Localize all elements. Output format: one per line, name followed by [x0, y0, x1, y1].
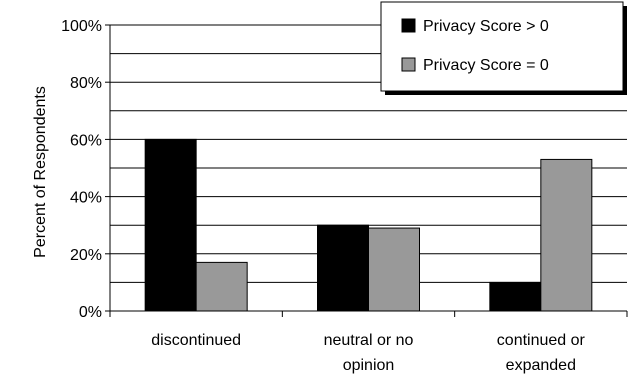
x-category-label: expanded	[506, 357, 576, 374]
y-tick-label: 100%	[61, 18, 102, 35]
x-category-label: opinion	[343, 357, 395, 374]
y-tick-label: 40%	[70, 190, 102, 207]
legend-label: Privacy Score > 0	[423, 18, 549, 35]
x-category-label: discontinued	[151, 332, 241, 349]
bar-privacy-score-gt-0	[144, 138, 197, 312]
axes	[109, 25, 627, 312]
y-tick-label: 0%	[79, 304, 102, 321]
legend-label: Privacy Score = 0	[423, 57, 549, 74]
legend: Privacy Score > 0 Privacy Score = 0	[380, 1, 627, 95]
legend-swatch	[401, 57, 416, 72]
y-ticks: 0% 20% 40% 60% 80% 100%	[61, 18, 110, 321]
bar-privacy-score-eq-0	[368, 227, 420, 312]
bar-privacy-score-gt-0	[317, 224, 369, 312]
legend-frame	[380, 1, 624, 92]
x-category-labels: discontinued neutral or no opinion continue…	[109, 311, 628, 374]
y-axis-title: Percent of Respondents	[32, 86, 49, 258]
x-category-label: neutral or no	[324, 332, 414, 349]
bar-privacy-score-eq-0	[195, 261, 248, 312]
legend-swatch	[401, 18, 416, 33]
x-category-label: continued or	[497, 332, 586, 349]
y-tick-label: 60%	[70, 132, 102, 149]
bar-privacy-score-gt-0	[489, 281, 542, 312]
y-tick-label: 80%	[70, 75, 102, 92]
y-tick-label: 20%	[70, 247, 102, 264]
bar-privacy-score-eq-0	[540, 158, 593, 312]
